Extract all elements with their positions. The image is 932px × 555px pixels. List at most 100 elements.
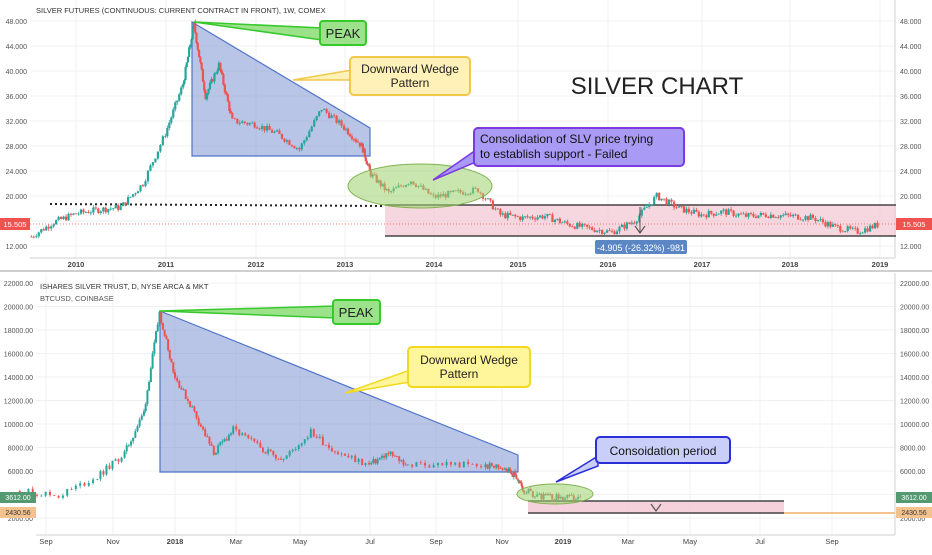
candle-body (742, 213, 745, 215)
candle-body (180, 87, 183, 95)
candle-body (265, 125, 269, 131)
panel2-peak-label: PEAK (339, 305, 374, 320)
panel1-left-ticks: 48.000 44.000 40.000 36.000 32.000 28.000 24.0… (6, 19, 28, 251)
candle-body (653, 196, 656, 205)
candle-body (136, 426, 139, 432)
candle-body (55, 220, 58, 225)
candle-body (27, 488, 30, 495)
candle-body (77, 213, 80, 215)
candle-body (710, 210, 713, 214)
candle-body (507, 468, 510, 472)
x-tick-label: May (293, 537, 307, 546)
candle-body (826, 222, 829, 227)
candle-body (208, 82, 212, 90)
x-tick-label: 2012 (248, 260, 265, 269)
candle-body (233, 118, 236, 120)
x-tick-label: 2019 (872, 260, 889, 269)
candle-body (83, 483, 86, 486)
candle-body (189, 44, 192, 48)
candle-body (155, 331, 158, 343)
candle-body (655, 192, 658, 197)
x-tick-label: Sep (825, 537, 838, 546)
candle-body (490, 463, 493, 467)
candle-body (610, 230, 614, 232)
candle-body (203, 81, 206, 91)
candle-body (178, 94, 181, 101)
candle-body (328, 112, 331, 119)
candle-body (511, 474, 514, 478)
candle-body (144, 181, 147, 187)
candle-body (521, 216, 524, 220)
candle-body (561, 222, 564, 224)
panel1-big-label: SILVER CHART (571, 73, 744, 100)
candle-body (216, 70, 219, 74)
candle-body (186, 56, 190, 63)
candle-body (280, 134, 284, 139)
candle-body (50, 226, 53, 229)
candle-body (195, 411, 198, 419)
candle-body (183, 79, 186, 84)
candle-body (563, 221, 566, 223)
panel2-level-left: 2430.56 (5, 510, 30, 517)
candle-body (184, 66, 187, 80)
candle-body (178, 380, 181, 389)
candle-body (293, 146, 296, 149)
candle-body (514, 214, 517, 217)
candle-body (148, 381, 151, 391)
candle-body (258, 128, 261, 130)
candle-body (99, 211, 102, 213)
candle-body (350, 455, 353, 458)
candle-body (406, 464, 409, 466)
panel1-last-price-left: 15.505 (4, 220, 27, 229)
candle-body (715, 214, 718, 216)
candle-body (125, 445, 128, 452)
candle-body (387, 453, 390, 455)
candle-body (393, 455, 396, 457)
candle-body (306, 437, 309, 440)
candle-body (238, 429, 241, 436)
panel2-wedge-pointer (344, 368, 411, 394)
candle-body (251, 122, 254, 124)
y-tick-label-right: 40.000 (900, 69, 922, 76)
candle-body (313, 120, 316, 127)
candle-body (754, 216, 758, 218)
candle-body (123, 451, 126, 458)
candle-body (361, 143, 364, 153)
candle-body (238, 123, 241, 124)
panel1-last-price-right: 15.505 (903, 220, 926, 229)
candle-body (212, 445, 215, 455)
candle-body (217, 445, 220, 454)
candle-body (112, 208, 115, 210)
candle-body (799, 219, 802, 221)
candle-body (182, 83, 185, 88)
candle-body (138, 419, 141, 427)
candle-body (486, 464, 489, 469)
candle-body (876, 222, 879, 228)
candle-body (628, 222, 631, 224)
y-tick-label-left: 44.000 (6, 44, 28, 51)
candle-body (231, 113, 234, 119)
candle-body (225, 92, 228, 95)
candle-body (92, 479, 95, 484)
candle-body (516, 478, 519, 480)
y-tick-label-left: 20000.00 (4, 305, 33, 312)
candle-body (82, 209, 85, 213)
candle-body (859, 233, 862, 235)
candle-body (324, 444, 327, 446)
candle-body (378, 457, 381, 460)
candle-body (697, 211, 700, 217)
candle-body (367, 164, 370, 166)
candle-body (568, 223, 571, 227)
candle-body (194, 21, 197, 33)
panel1-measure-badge (595, 240, 687, 254)
candle-body (172, 362, 175, 373)
candle-body (48, 491, 51, 496)
candle-body (556, 218, 559, 220)
candle-body (732, 210, 735, 216)
candle-body (136, 191, 140, 194)
candle-body (695, 209, 698, 212)
y-tick-label-right: 36.000 (900, 94, 922, 101)
candle-body (816, 220, 820, 221)
candle-body (205, 93, 209, 100)
candle-body (620, 224, 624, 227)
